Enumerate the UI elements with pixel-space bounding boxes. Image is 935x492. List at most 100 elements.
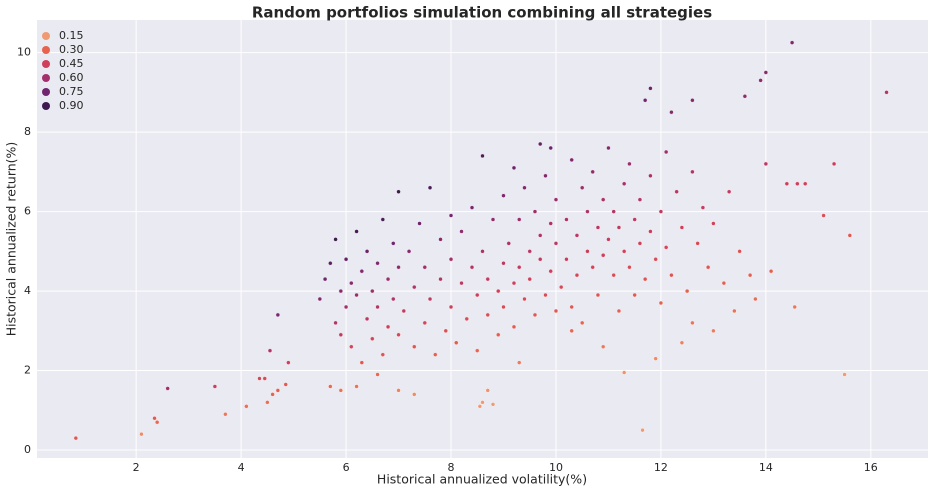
point <box>396 265 401 270</box>
x-tick-label: 14 <box>759 461 773 474</box>
point <box>590 169 595 175</box>
point <box>417 221 422 226</box>
point <box>711 221 716 226</box>
point <box>621 181 627 186</box>
y-tick-label: 2 <box>24 364 31 377</box>
grid <box>37 20 928 458</box>
point <box>317 296 323 302</box>
point <box>548 221 553 226</box>
point <box>569 304 574 310</box>
point <box>501 261 506 266</box>
point <box>543 292 548 298</box>
legend-marker <box>42 60 50 68</box>
point <box>611 209 616 214</box>
point <box>648 173 653 179</box>
point <box>422 265 427 270</box>
point <box>328 261 333 266</box>
legend-label: 0.45 <box>59 57 84 70</box>
point <box>427 185 433 190</box>
point <box>364 316 370 322</box>
point <box>501 304 506 310</box>
point <box>569 157 574 163</box>
point <box>884 90 889 95</box>
point <box>375 304 380 310</box>
point <box>548 145 553 151</box>
point <box>438 276 443 282</box>
point <box>349 344 354 349</box>
point <box>789 40 795 45</box>
point <box>139 431 144 437</box>
point <box>375 261 380 266</box>
point <box>842 372 847 377</box>
point <box>412 392 417 397</box>
point <box>611 272 616 278</box>
point <box>600 253 606 258</box>
point <box>538 257 543 262</box>
point <box>553 197 559 202</box>
point <box>632 292 637 298</box>
point <box>538 233 543 238</box>
point <box>469 265 475 270</box>
point <box>485 388 490 393</box>
point <box>669 110 674 115</box>
point <box>517 265 522 270</box>
point <box>564 217 569 222</box>
point <box>475 348 480 353</box>
point <box>448 304 454 310</box>
point <box>469 205 475 210</box>
point <box>732 308 737 314</box>
point <box>674 189 679 194</box>
point <box>705 265 711 270</box>
point <box>532 312 538 318</box>
point <box>475 292 480 298</box>
point <box>370 288 375 294</box>
x-tick-label: 8 <box>448 461 455 474</box>
point <box>590 265 595 270</box>
chart-title: Random portfolios simulation combining a… <box>252 4 712 22</box>
point <box>380 217 386 222</box>
point <box>223 412 228 417</box>
point <box>553 241 559 246</box>
point <box>506 241 511 246</box>
legend-marker <box>42 88 50 96</box>
y-axis-label: Historical annualized return(%) <box>4 142 19 337</box>
point <box>564 257 569 262</box>
point <box>616 308 622 314</box>
point <box>480 153 485 159</box>
point <box>270 392 275 397</box>
legend-label: 0.75 <box>59 85 84 98</box>
point <box>569 328 574 334</box>
point <box>803 181 808 186</box>
point <box>412 284 417 290</box>
point <box>396 388 401 393</box>
point <box>768 268 774 274</box>
point <box>585 209 590 214</box>
point <box>490 402 496 407</box>
point <box>448 257 454 262</box>
point <box>690 320 695 326</box>
point <box>527 276 532 282</box>
point <box>338 332 344 337</box>
point <box>427 296 433 302</box>
point <box>338 388 344 393</box>
point <box>690 98 695 103</box>
point <box>663 245 669 250</box>
point <box>328 384 333 389</box>
point <box>600 197 606 202</box>
point <box>267 348 273 353</box>
point <box>637 241 643 246</box>
legend-label: 0.60 <box>59 71 84 84</box>
point <box>152 416 157 421</box>
point <box>511 280 517 286</box>
point <box>637 197 643 202</box>
point <box>480 249 485 254</box>
point <box>391 241 396 246</box>
point <box>831 161 837 167</box>
y-tick-label: 0 <box>24 443 31 456</box>
point <box>511 324 517 330</box>
point <box>517 360 522 365</box>
x-axis-label: Historical annualized volatility(%) <box>377 472 587 487</box>
y-tick-label: 8 <box>24 125 31 138</box>
point <box>711 328 716 334</box>
